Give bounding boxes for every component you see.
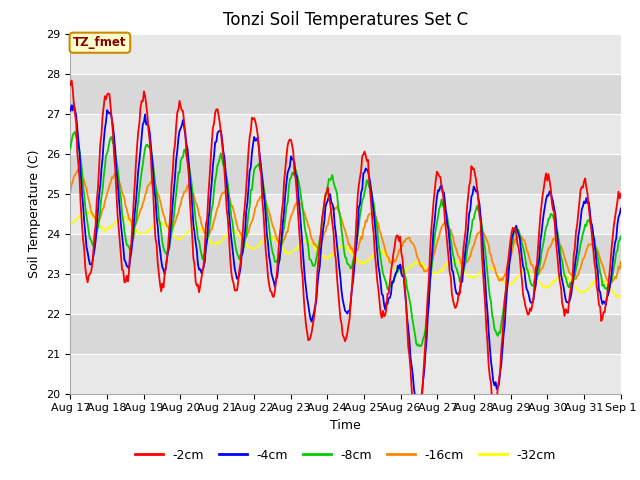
Bar [70, 234, 621, 274]
Bar [70, 193, 621, 234]
X-axis label: Time: Time [330, 419, 361, 432]
Bar [70, 274, 621, 313]
Y-axis label: Soil Temperature (C): Soil Temperature (C) [28, 149, 41, 278]
Bar [70, 154, 621, 193]
Legend: -2cm, -4cm, -8cm, -16cm, -32cm: -2cm, -4cm, -8cm, -16cm, -32cm [130, 444, 561, 467]
Title: Tonzi Soil Temperatures Set C: Tonzi Soil Temperatures Set C [223, 11, 468, 29]
Bar [70, 313, 621, 354]
Text: TZ_fmet: TZ_fmet [73, 36, 127, 49]
Bar [70, 34, 621, 73]
Bar [70, 114, 621, 154]
Bar [70, 354, 621, 394]
Bar [70, 73, 621, 114]
